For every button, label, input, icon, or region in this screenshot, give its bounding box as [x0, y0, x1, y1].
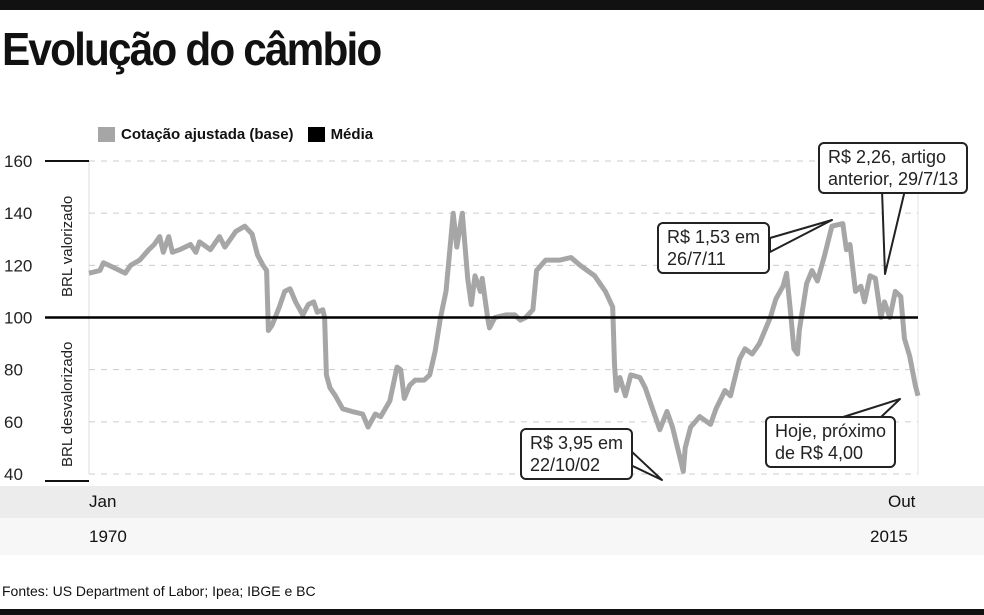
- y-tick-label: 160: [4, 152, 32, 171]
- y-label-upper: BRL valorizado: [59, 196, 76, 297]
- x-label-start-month: Jan: [89, 492, 117, 511]
- x-label-start-year: 1970: [89, 527, 127, 546]
- callout-prev-2013-line1: R$ 2,26, artigo: [828, 147, 947, 167]
- callout-today: Hoje, próximo de R$ 4,00: [765, 416, 897, 468]
- callout-peak-2011: R$ 1,53 em 26/7/11: [657, 222, 771, 274]
- legend-swatch-base: [98, 127, 115, 142]
- bottom-rule: [0, 609, 984, 615]
- top-rule: [0, 0, 984, 10]
- series-line-base: [88, 210, 921, 474]
- x-axis-month-band: [0, 486, 984, 518]
- y-tick-label: 100: [4, 309, 32, 328]
- chart-title: Evolução do câmbio: [2, 23, 382, 75]
- callout-today-line2: de R$ 4,00: [775, 443, 864, 463]
- y-tick-label: 80: [4, 361, 23, 380]
- legend-label-media: Média: [330, 126, 374, 143]
- y-tick-label: 60: [4, 413, 23, 432]
- callout-prev-2013-line2: anterior, 29/7/13: [828, 169, 959, 189]
- y-tick-label: 120: [4, 256, 32, 275]
- x-axis-year-band: [0, 518, 984, 555]
- legend-label-base: Cotação ajustada (base): [121, 126, 294, 143]
- callout-low-2002-line2: 22/10/02: [530, 455, 601, 475]
- callout-low-2002-line1: R$ 3,95 em: [530, 433, 624, 453]
- callout-tail-2013: [881, 189, 906, 275]
- legend: Cotação ajustada (base) Média: [98, 126, 373, 143]
- callout-tail-2011: [769, 219, 833, 253]
- callout-peak-2011-line2: 26/7/11: [667, 249, 726, 269]
- source-note: Fontes: US Department of Labor; Ipea; IB…: [2, 583, 316, 599]
- y-label-lower: BRL desvalorizado: [59, 342, 76, 467]
- callout-prev-2013: R$ 2,26, artigo anterior, 29/7/13: [818, 142, 969, 194]
- callout-low-2002: R$ 3,95 em 22/10/02: [520, 428, 634, 480]
- x-label-end-year: 2015: [870, 527, 908, 546]
- y-tick-label: 40: [4, 465, 23, 484]
- legend-swatch-media: [307, 127, 325, 142]
- callout-peak-2011-line1: R$ 1,53 em: [667, 227, 761, 247]
- y-tick-label: 140: [4, 204, 32, 223]
- callout-today-line1: Hoje, próximo: [775, 421, 887, 441]
- x-label-end-month: Out: [888, 492, 916, 511]
